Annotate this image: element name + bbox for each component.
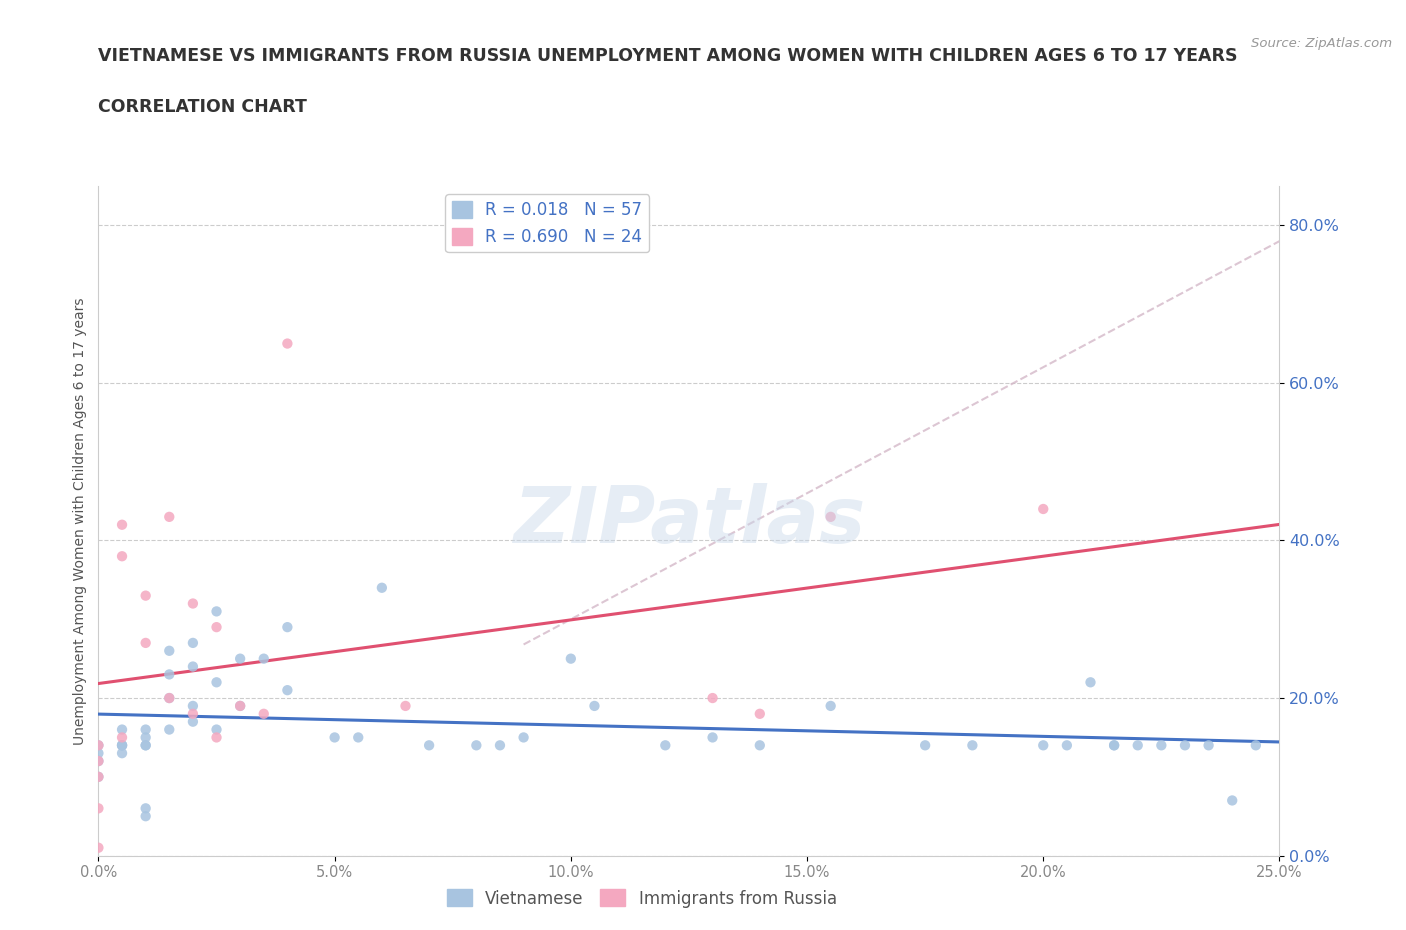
- Point: [111, 737, 134, 752]
- Point: [111, 722, 134, 737]
- Point: [87, 753, 110, 768]
- Point: [157, 722, 180, 737]
- Point: [229, 651, 252, 666]
- Point: [371, 580, 394, 595]
- Point: [205, 604, 228, 618]
- Point: [1102, 737, 1125, 752]
- Point: [276, 336, 298, 351]
- Point: [87, 746, 110, 761]
- Point: [87, 841, 110, 856]
- Point: [1244, 737, 1267, 752]
- Text: ZIPatlas: ZIPatlas: [513, 483, 865, 559]
- Point: [135, 722, 157, 737]
- Point: [583, 698, 606, 713]
- Point: [181, 596, 204, 611]
- Point: [135, 730, 157, 745]
- Point: [702, 730, 724, 745]
- Point: [87, 737, 110, 752]
- Y-axis label: Unemployment Among Women with Children Ages 6 to 17 years: Unemployment Among Women with Children A…: [73, 297, 87, 745]
- Point: [87, 769, 110, 784]
- Point: [1174, 737, 1197, 752]
- Point: [418, 737, 440, 752]
- Point: [181, 635, 204, 650]
- Point: [394, 698, 416, 713]
- Point: [87, 801, 110, 816]
- Point: [111, 737, 134, 752]
- Text: CORRELATION CHART: CORRELATION CHART: [98, 99, 308, 116]
- Point: [1032, 501, 1054, 516]
- Point: [748, 737, 770, 752]
- Point: [157, 510, 180, 525]
- Point: [111, 746, 134, 761]
- Point: [135, 635, 157, 650]
- Point: [135, 737, 157, 752]
- Point: [1150, 737, 1173, 752]
- Point: [1080, 675, 1102, 690]
- Point: [489, 737, 512, 752]
- Point: [914, 737, 936, 752]
- Point: [229, 698, 252, 713]
- Point: [205, 619, 228, 634]
- Point: [205, 675, 228, 690]
- Point: [820, 698, 842, 713]
- Point: [111, 549, 134, 564]
- Point: [1198, 737, 1220, 752]
- Point: [465, 737, 488, 752]
- Point: [205, 722, 228, 737]
- Point: [229, 698, 252, 713]
- Point: [1032, 737, 1054, 752]
- Point: [205, 730, 228, 745]
- Legend: Vietnamese, Immigrants from Russia: Vietnamese, Immigrants from Russia: [440, 883, 844, 914]
- Point: [87, 737, 110, 752]
- Point: [1102, 737, 1125, 752]
- Point: [135, 737, 157, 752]
- Point: [157, 691, 180, 706]
- Point: [820, 510, 842, 525]
- Point: [1126, 737, 1149, 752]
- Point: [181, 698, 204, 713]
- Point: [135, 801, 157, 816]
- Point: [276, 619, 298, 634]
- Point: [157, 644, 180, 658]
- Point: [253, 707, 276, 722]
- Text: VIETNAMESE VS IMMIGRANTS FROM RUSSIA UNEMPLOYMENT AMONG WOMEN WITH CHILDREN AGES: VIETNAMESE VS IMMIGRANTS FROM RUSSIA UNE…: [98, 47, 1237, 65]
- Point: [111, 730, 134, 745]
- Point: [111, 517, 134, 532]
- Point: [157, 691, 180, 706]
- Point: [1220, 793, 1243, 808]
- Point: [135, 809, 157, 824]
- Point: [181, 714, 204, 729]
- Point: [181, 707, 204, 722]
- Point: [135, 588, 157, 603]
- Point: [702, 691, 724, 706]
- Point: [654, 737, 676, 752]
- Point: [181, 659, 204, 674]
- Point: [962, 737, 984, 752]
- Point: [323, 730, 346, 745]
- Point: [157, 667, 180, 682]
- Point: [87, 769, 110, 784]
- Point: [276, 683, 298, 698]
- Point: [111, 737, 134, 752]
- Text: Source: ZipAtlas.com: Source: ZipAtlas.com: [1251, 37, 1392, 50]
- Point: [253, 651, 276, 666]
- Point: [1056, 737, 1078, 752]
- Point: [87, 753, 110, 768]
- Point: [560, 651, 582, 666]
- Point: [748, 707, 770, 722]
- Point: [512, 730, 534, 745]
- Point: [347, 730, 370, 745]
